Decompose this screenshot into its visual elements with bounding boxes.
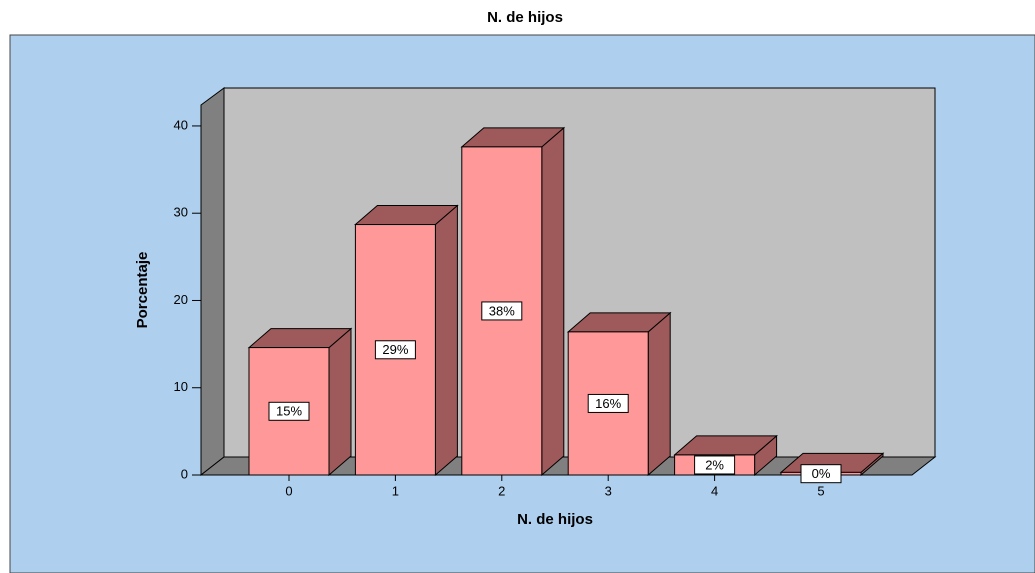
bar-side [328,327,352,477]
x-tick-label: 4 [711,483,718,498]
x-tick-label: 0 [285,483,292,498]
x-tick-label: 2 [498,483,505,498]
value-label: 38% [489,303,515,318]
value-label-box [268,401,310,421]
value-label-box [481,301,523,321]
value-label-box [694,455,736,475]
x-tick-label: 5 [817,483,824,498]
chart-title: N. de hijos [487,9,563,26]
x-tick-label: 1 [392,483,399,498]
value-label: 0% [812,466,831,481]
x-tick-label: 3 [605,483,612,498]
bar-side [647,311,671,477]
x-axis-title: N. de hijos [517,511,593,528]
y-tick-label: 10 [174,379,188,394]
y-tick-label: 40 [174,117,188,132]
value-label-box [587,393,629,413]
y-tick-label: 0 [181,466,188,481]
value-label: 2% [705,457,724,472]
value-label: 15% [276,404,302,419]
side-wall [200,87,225,477]
bar-side [541,126,565,477]
value-label: 29% [382,342,408,357]
value-label: 16% [595,396,621,411]
bar-side [434,204,458,477]
y-tick-label: 30 [174,205,188,220]
y-axis-title: Porcentaje [134,252,151,329]
value-label-box [800,464,842,484]
value-label-box [374,340,416,360]
y-tick-label: 20 [174,292,188,307]
